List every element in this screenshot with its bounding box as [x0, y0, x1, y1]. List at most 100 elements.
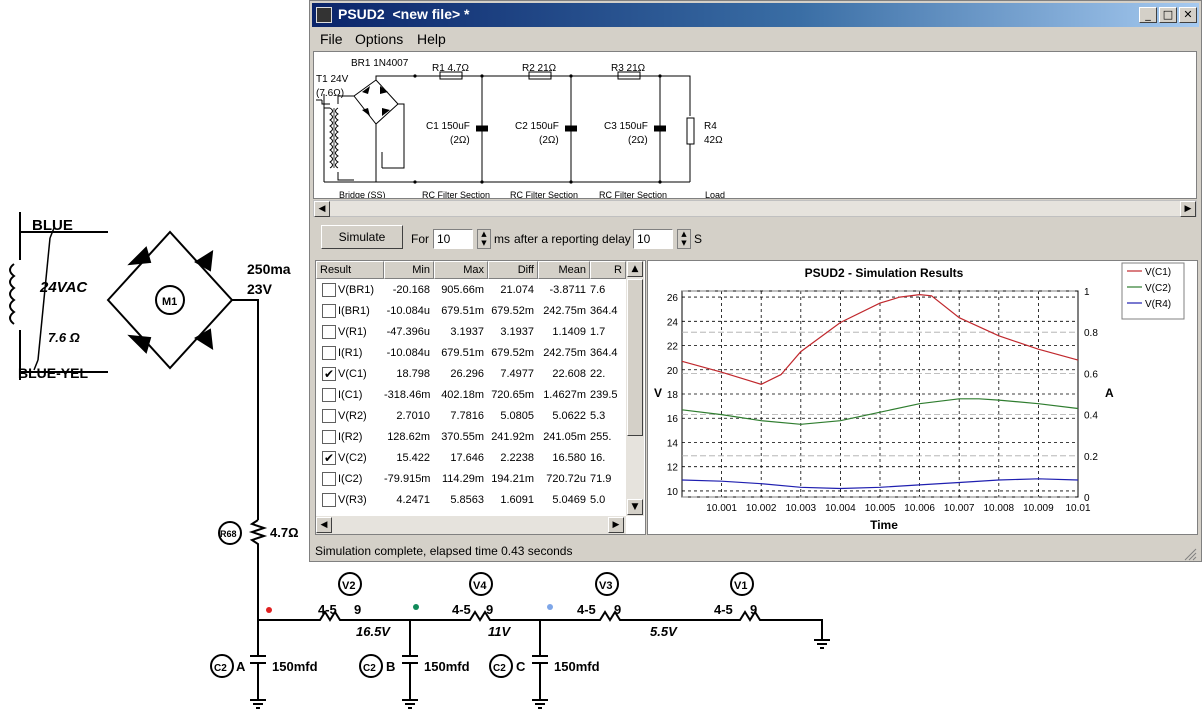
row-checkbox[interactable] — [322, 346, 336, 360]
duration-input[interactable]: 10 — [433, 229, 473, 249]
table-row[interactable]: V(R1) -47.396u 3.1937 3.1937 1.1409 1.7 — [316, 322, 626, 343]
cell-mean: 1.4627m — [543, 389, 586, 401]
table-row[interactable]: I(C1) -318.46m 402.18m 720.65m 1.4627m 239.5 — [316, 385, 626, 406]
menu-file[interactable]: File — [320, 31, 343, 47]
title-bar[interactable]: PSUD2 <new file> * _ □ ✕ — [312, 3, 1199, 27]
table-row[interactable]: V(BR1) -20.168 905.66m 21.074 -3.8711 7.6 — [316, 280, 626, 301]
table-row[interactable]: I(C2) -79.915m 114.29m 194.21m 720.72u 71.9 — [316, 469, 626, 490]
label-v3: V3 — [599, 580, 612, 592]
col-mean[interactable]: Mean — [538, 261, 590, 279]
table-row[interactable]: ✔ V(C2) 15.422 17.646 2.2238 16.580 16. — [316, 448, 626, 469]
close-button[interactable]: ✕ — [1179, 7, 1197, 23]
cell-max: 3.1937 — [450, 326, 484, 338]
row-checkbox[interactable] — [322, 304, 336, 318]
circuit-diagram: T1 24V (7.6Ω) BR1 1N4007 R1 4.7Ω R2 21Ω … — [316, 58, 725, 199]
cell-name: V(BR1) — [338, 284, 375, 296]
diagram-horizontal-scrollbar[interactable]: ◀ ▶ — [313, 200, 1197, 217]
table-row[interactable]: ✔ V(C1) 18.798 26.296 7.4977 22.608 22. — [316, 364, 626, 385]
label-23v: 23V — [247, 281, 273, 297]
circuit-diagram-panel[interactable]: T1 24V (7.6Ω) BR1 1N4007 R1 4.7Ω R2 21Ω … — [313, 51, 1197, 199]
y-tick-label: 24 — [667, 317, 679, 328]
col-r[interactable]: R — [590, 261, 626, 279]
cell-mean: 22.608 — [552, 368, 586, 380]
scroll-left-button[interactable]: ◀ — [314, 201, 330, 217]
results-header: Result Min Max Diff Mean R — [316, 261, 626, 279]
label-res-3: 4-5 — [577, 602, 596, 617]
status-bar: Simulation complete, elapsed time 0.43 s… — [313, 541, 1197, 561]
cell-max: 679.51m — [441, 305, 484, 317]
y2-tick-label: 0.4 — [1084, 411, 1098, 422]
cell-name: I(R1) — [338, 347, 363, 359]
cell-r: 16. — [590, 452, 606, 464]
label-cap-a: A — [236, 659, 246, 674]
x-tick-label: 10.008 — [984, 503, 1015, 514]
label-cap-b: B — [386, 659, 395, 674]
cell-name: I(C1) — [338, 389, 363, 401]
cell-r: 255. — [590, 431, 612, 443]
cell-name: V(C2) — [338, 452, 367, 464]
label-pin-4: 9 — [750, 602, 757, 617]
row-checkbox[interactable]: ✔ — [322, 451, 336, 465]
scroll-down-button[interactable]: ▼ — [627, 499, 643, 515]
row-checkbox[interactable] — [322, 325, 336, 339]
table-row[interactable]: I(R2) 128.62m 370.55m 241.92m 241.05m 255. — [316, 427, 626, 448]
seconds-label: S — [694, 232, 703, 246]
row-checkbox[interactable] — [322, 409, 336, 423]
scroll-thumb[interactable] — [627, 279, 643, 436]
y-tick-label: 14 — [667, 438, 679, 449]
delay-input[interactable]: 10 — [633, 229, 673, 249]
section-rc-2: RC Filter Section — [510, 190, 578, 199]
row-checkbox[interactable] — [322, 493, 336, 507]
scroll-right-button[interactable]: ▶ — [1180, 201, 1196, 217]
app-icon[interactable] — [316, 7, 332, 23]
row-checkbox[interactable] — [322, 430, 336, 444]
results-horizontal-scrollbar[interactable]: ◀ ▶ — [316, 516, 626, 534]
row-checkbox[interactable]: ✔ — [322, 367, 336, 381]
cell-min: 18.798 — [396, 368, 430, 380]
maximize-button[interactable]: □ — [1159, 7, 1177, 23]
table-row[interactable]: V(R3) 4.2471 5.8563 1.6091 5.0469 5.0 — [316, 490, 626, 511]
cell-diff: 7.4977 — [500, 368, 534, 380]
col-result[interactable]: Result — [316, 261, 384, 279]
cell-min: -47.396u — [386, 326, 430, 338]
label-cap-a-value: 150mfd — [272, 659, 318, 674]
col-diff[interactable]: Diff — [488, 261, 538, 279]
row-checkbox[interactable] — [322, 283, 336, 297]
section-bridge: Bridge (SS) — [339, 190, 386, 199]
col-max[interactable]: Max — [434, 261, 488, 279]
x-axis-label: Time — [870, 518, 898, 532]
table-row[interactable]: I(BR1) -10.084u 679.51m 679.52m 242.75m 364.4 — [316, 301, 626, 322]
legend-label: V(C2) — [1145, 283, 1171, 294]
label-v1: V1 — [734, 580, 747, 592]
delay-spinner[interactable]: ▲ ▼ — [677, 229, 691, 249]
results-vertical-scrollbar[interactable]: ▲ ▼ — [626, 261, 644, 516]
minimize-button[interactable]: _ — [1139, 7, 1157, 23]
label-res-4: 4-5 — [714, 602, 733, 617]
legend-label: V(C1) — [1145, 267, 1171, 278]
cell-max: 5.8563 — [450, 494, 484, 506]
col-min[interactable]: Min — [384, 261, 434, 279]
row-checkbox[interactable] — [322, 388, 336, 402]
menu-options[interactable]: Options — [355, 31, 404, 47]
label-blue: BLUE — [32, 217, 73, 234]
x-tick-label: 10.003 — [786, 503, 817, 514]
table-scroll-right-button[interactable]: ▶ — [608, 517, 624, 533]
cell-min: -10.084u — [386, 305, 430, 317]
y2-tick-label: 0.2 — [1084, 452, 1098, 463]
cell-mean: 5.0622 — [552, 410, 586, 422]
table-row[interactable]: I(R1) -10.084u 679.51m 679.52m 242.75m 364.4 — [316, 343, 626, 364]
table-scroll-left-button[interactable]: ◀ — [316, 517, 332, 533]
label-pin-2: 9 — [486, 602, 493, 617]
y-tick-label: 18 — [667, 390, 679, 401]
row-checkbox[interactable] — [322, 472, 336, 486]
scroll-up-button[interactable]: ▲ — [627, 261, 643, 277]
simulate-button[interactable]: Simulate — [321, 225, 403, 249]
label-c3: C3 150uF — [604, 121, 648, 132]
table-row[interactable]: V(R2) 2.7010 7.7816 5.0805 5.0622 5.3 — [316, 406, 626, 427]
resize-grip-icon[interactable] — [1183, 547, 1197, 561]
label-16-5v: 16.5V — [356, 624, 391, 639]
duration-spinner[interactable]: ▲ ▼ — [477, 229, 491, 249]
menu-help[interactable]: Help — [417, 31, 446, 47]
cell-max: 402.18m — [441, 389, 484, 401]
x-tick-label: 10.01 — [1065, 503, 1090, 514]
